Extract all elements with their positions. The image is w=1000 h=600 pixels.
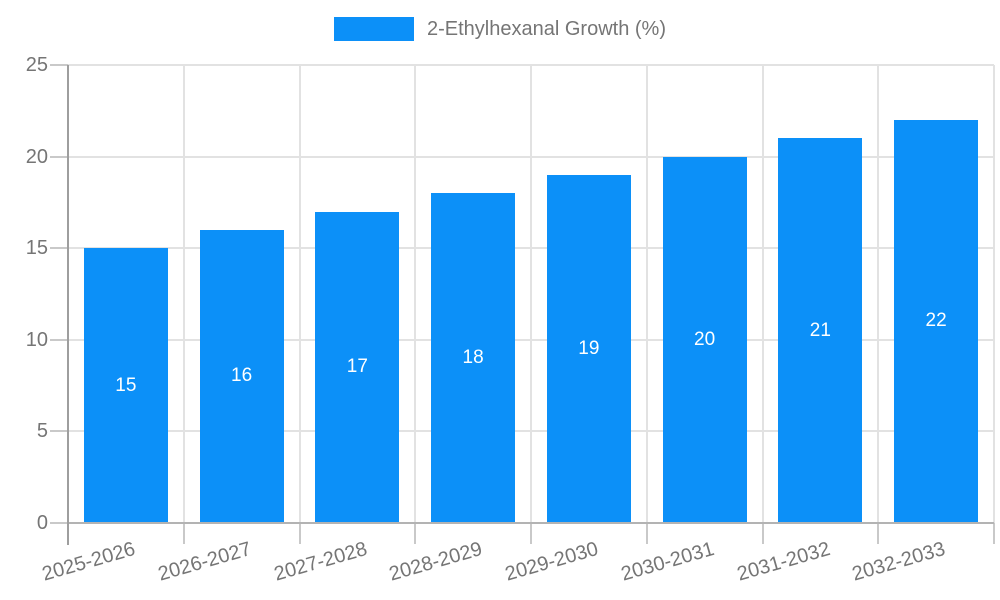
x-tick-label: 2030-2031 xyxy=(618,538,717,586)
grid-v-line xyxy=(993,65,995,523)
y-tick-mark xyxy=(50,247,68,250)
legend-label: 2-Ethylhexanal Growth (%) xyxy=(427,17,666,40)
y-tick-label: 25 xyxy=(25,54,48,76)
bar[interactable] xyxy=(894,119,979,523)
axis-y-line xyxy=(67,65,69,545)
x-tick-mark xyxy=(761,523,764,544)
y-tick-label: 5 xyxy=(36,420,48,443)
y-tick-label: 15 xyxy=(25,237,48,260)
grid-v-line xyxy=(877,65,880,523)
bar-value-label: 17 xyxy=(346,356,368,378)
bar[interactable] xyxy=(83,248,168,523)
y-tick-mark xyxy=(50,64,68,66)
x-tick-label: 2032-2033 xyxy=(850,538,949,586)
grid-v-line xyxy=(182,65,185,523)
x-tick-mark xyxy=(645,523,648,544)
y-tick-mark xyxy=(50,522,68,524)
x-tick-mark xyxy=(530,523,532,544)
grid-v-line xyxy=(761,65,764,523)
legend-swatch xyxy=(334,17,414,41)
y-tick-mark xyxy=(50,155,68,158)
y-tick-label: 0 xyxy=(36,512,48,534)
x-tick-label: 2031-2032 xyxy=(734,538,833,586)
bar[interactable] xyxy=(546,174,631,523)
x-tick-mark xyxy=(993,523,995,544)
x-tick-mark xyxy=(877,523,880,544)
legend: 2-Ethylhexanal Growth (%) xyxy=(0,17,1000,41)
bar[interactable] xyxy=(431,193,516,523)
bar-value-label: 16 xyxy=(231,365,253,387)
x-tick-mark xyxy=(298,523,301,544)
bar-value-label: 18 xyxy=(462,347,484,369)
x-tick-label: 2026-2027 xyxy=(155,538,254,586)
y-tick-mark xyxy=(50,430,68,433)
bar-value-label: 15 xyxy=(115,374,137,396)
axis-x-line xyxy=(68,522,994,524)
bar-value-label: 20 xyxy=(694,328,716,350)
y-tick-label: 10 xyxy=(25,328,48,351)
bar-value-label: 21 xyxy=(809,319,831,341)
x-tick-label: 2029-2030 xyxy=(502,538,601,586)
bar-value-label: 22 xyxy=(925,310,947,332)
x-tick-mark xyxy=(414,523,417,544)
bar[interactable] xyxy=(662,156,747,523)
x-tick-label: 2025-2026 xyxy=(39,538,138,586)
grid-v-line xyxy=(645,65,648,523)
grid-v-line xyxy=(298,65,301,523)
x-tick-label: 2027-2028 xyxy=(271,538,370,586)
grid-v-line xyxy=(530,65,532,523)
grid-v-line xyxy=(414,65,417,523)
y-tick-label: 20 xyxy=(25,145,48,168)
bar-value-label: 19 xyxy=(578,337,600,359)
bar[interactable] xyxy=(199,229,284,523)
x-tick-label: 2028-2029 xyxy=(387,538,486,586)
x-tick-mark xyxy=(182,523,185,544)
bar[interactable] xyxy=(315,211,400,523)
bar[interactable] xyxy=(778,138,863,523)
y-tick-mark xyxy=(50,338,68,341)
